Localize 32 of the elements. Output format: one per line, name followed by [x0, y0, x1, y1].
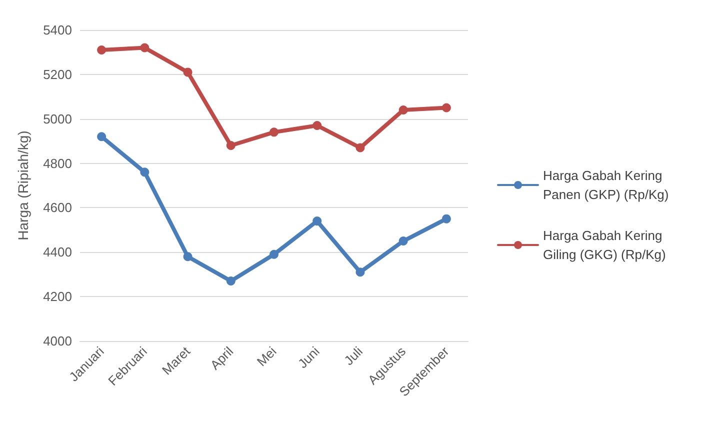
legend-label: Harga Gabah Kering Panen (GKP) (Rp/Kg) — [543, 168, 669, 202]
point — [398, 105, 408, 114]
point — [140, 168, 150, 177]
point — [356, 268, 365, 277]
point — [312, 121, 322, 130]
y-tick-label: 4800 — [43, 156, 72, 171]
y-tick-label: 4200 — [43, 289, 72, 304]
x-tick-label: Juni — [294, 344, 322, 372]
y-tick-label: 4000 — [43, 334, 72, 348]
point — [356, 143, 365, 152]
x-tick-label: Juli — [341, 344, 366, 368]
y-tick-label: 5200 — [43, 66, 72, 82]
point — [97, 45, 106, 54]
y-tick-label: 5000 — [43, 111, 72, 126]
point — [442, 214, 451, 224]
legend-label: Harga Gabah Kering Giling (GKG) (Rp/Kg) — [543, 228, 666, 262]
point — [226, 276, 236, 286]
point — [183, 252, 192, 262]
point — [270, 128, 278, 137]
point — [442, 103, 451, 112]
y-tick-label: 5400 — [43, 22, 72, 38]
point — [97, 132, 106, 142]
y-tick-label: 4600 — [43, 200, 72, 216]
x-tick-label: Mei — [254, 344, 280, 370]
point — [226, 141, 236, 150]
point — [312, 216, 322, 226]
point — [183, 68, 192, 77]
y-axis-title: Harga (Ripiah/kg) — [15, 130, 31, 240]
point — [140, 43, 150, 52]
point — [398, 236, 408, 246]
y-tick-label: 4400 — [43, 244, 72, 260]
point — [270, 250, 278, 259]
